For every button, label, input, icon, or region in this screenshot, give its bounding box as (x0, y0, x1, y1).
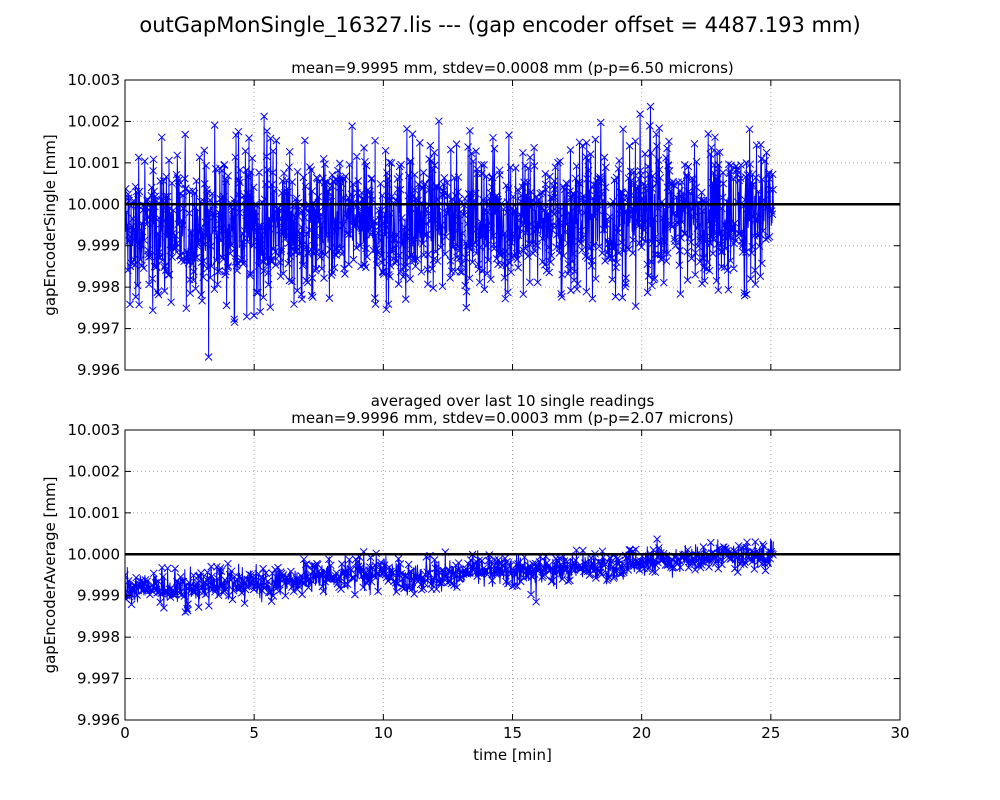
y-tick-label: 10.001 (68, 154, 121, 172)
y-tick-label: 9.998 (77, 628, 120, 646)
y-tick-label: 10.002 (68, 462, 121, 480)
y-tick-label: 9.999 (77, 587, 120, 605)
series-markers (125, 535, 777, 616)
y-tick-label: 9.996 (77, 711, 120, 729)
y-axis-label: gapEncoderSingle [mm] (41, 134, 59, 315)
y-tick-label: 10.000 (68, 545, 121, 563)
x-axis-label: time [min] (473, 746, 552, 764)
data-series (125, 535, 777, 616)
y-axis-label: gapEncoderAverage [mm] (41, 477, 59, 674)
y-tick-label: 10.003 (68, 421, 121, 439)
x-tick-label: 15 (503, 724, 522, 742)
x-tick-label: 5 (249, 724, 259, 742)
y-tick-label: 9.996 (77, 361, 120, 379)
bottom-panel-averages: 0 5 10 15 20 25 30 9.996 9.997 9.998 9.999 10.000 10… (41, 392, 910, 742)
data-series (125, 102, 777, 361)
y-tick-label: 9.997 (77, 320, 120, 338)
y-tick-label: 9.997 (77, 670, 120, 688)
panel-title: mean=9.9996 mm, stdev=0.0003 mm (p-p=2.0… (291, 409, 734, 427)
x-tick-label: 30 (890, 724, 909, 742)
x-tick-label: 0 (120, 724, 130, 742)
series-markers (125, 102, 777, 361)
y-tick-label: 10.002 (68, 112, 121, 130)
y-tick-label: 10.003 (68, 71, 121, 89)
y-tick-label: 9.998 (77, 278, 120, 296)
panel-title: mean=9.9995 mm, stdev=0.0008 mm (p-p=6.5… (291, 59, 734, 77)
y-tick-label: 10.001 (68, 504, 121, 522)
x-tick-label: 20 (632, 724, 651, 742)
panel-title: averaged over last 10 single readings (371, 392, 655, 410)
top-panel-singles: 9.996 9.997 9.998 9.999 10.000 10.001 10.002 10… (41, 59, 901, 379)
figure-suptitle: outGapMonSingle_16327.lis --- (gap encod… (139, 13, 860, 38)
x-tick-label: 25 (761, 724, 780, 742)
y-tick-label: 9.999 (77, 237, 120, 255)
y-tick-label: 10.000 (68, 195, 121, 213)
series-line (125, 106, 774, 358)
x-tick-label: 10 (374, 724, 393, 742)
